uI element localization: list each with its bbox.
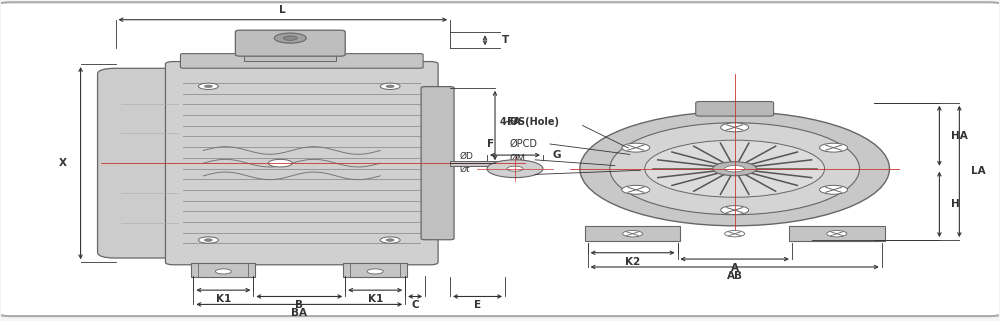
Bar	[450, 160, 505, 166]
Text: A: A	[731, 263, 739, 273]
Circle shape	[721, 123, 749, 132]
FancyBboxPatch shape	[343, 263, 407, 276]
Text: FA: FA	[507, 117, 521, 127]
Text: AB: AB	[727, 271, 743, 281]
Circle shape	[725, 230, 745, 237]
Ellipse shape	[610, 123, 860, 215]
FancyBboxPatch shape	[98, 68, 201, 258]
Circle shape	[380, 83, 400, 90]
FancyBboxPatch shape	[0, 2, 1000, 316]
Circle shape	[204, 239, 212, 241]
FancyBboxPatch shape	[585, 226, 680, 241]
Text: L: L	[279, 5, 286, 15]
Text: X: X	[59, 158, 67, 168]
Text: BA: BA	[291, 308, 307, 318]
Text: C: C	[411, 300, 419, 310]
Circle shape	[380, 237, 400, 243]
Circle shape	[622, 143, 650, 152]
Circle shape	[820, 185, 848, 194]
Circle shape	[820, 143, 848, 152]
Ellipse shape	[580, 112, 889, 226]
Circle shape	[623, 230, 643, 237]
Circle shape	[487, 160, 543, 178]
Circle shape	[204, 85, 212, 88]
Text: ØD: ØD	[460, 152, 474, 161]
FancyBboxPatch shape	[165, 62, 438, 265]
Circle shape	[268, 159, 292, 167]
Circle shape	[274, 33, 306, 43]
Text: K1: K1	[368, 294, 383, 304]
FancyBboxPatch shape	[191, 263, 255, 276]
Circle shape	[827, 230, 847, 237]
Circle shape	[645, 140, 825, 197]
Text: F: F	[487, 139, 494, 149]
Circle shape	[283, 36, 297, 40]
Text: K1: K1	[216, 294, 231, 304]
Text: ØN: ØN	[510, 170, 525, 180]
Text: K2: K2	[625, 256, 640, 266]
Text: HA: HA	[951, 131, 968, 141]
Circle shape	[725, 166, 745, 172]
FancyBboxPatch shape	[421, 87, 454, 240]
Circle shape	[721, 206, 749, 214]
Text: H: H	[951, 199, 960, 209]
Text: E: E	[474, 300, 481, 310]
Circle shape	[215, 269, 231, 274]
Circle shape	[507, 166, 523, 171]
Text: ØM: ØM	[510, 154, 526, 164]
Text: 4-ØS(Hole): 4-ØS(Hole)	[500, 117, 560, 127]
Text: Øt: Øt	[460, 164, 471, 173]
Circle shape	[198, 237, 218, 243]
Circle shape	[198, 83, 218, 90]
Text: LA: LA	[971, 166, 986, 177]
Circle shape	[386, 239, 394, 241]
FancyBboxPatch shape	[789, 226, 885, 241]
FancyBboxPatch shape	[244, 53, 336, 61]
FancyBboxPatch shape	[696, 101, 774, 116]
Circle shape	[713, 162, 757, 176]
FancyBboxPatch shape	[180, 54, 423, 68]
Circle shape	[622, 185, 650, 194]
Circle shape	[367, 269, 383, 274]
Text: T: T	[502, 35, 509, 45]
Text: B: B	[295, 300, 303, 310]
Text: ØPCD: ØPCD	[510, 138, 538, 148]
Text: G: G	[553, 150, 561, 160]
Circle shape	[386, 85, 394, 88]
FancyBboxPatch shape	[235, 30, 345, 56]
